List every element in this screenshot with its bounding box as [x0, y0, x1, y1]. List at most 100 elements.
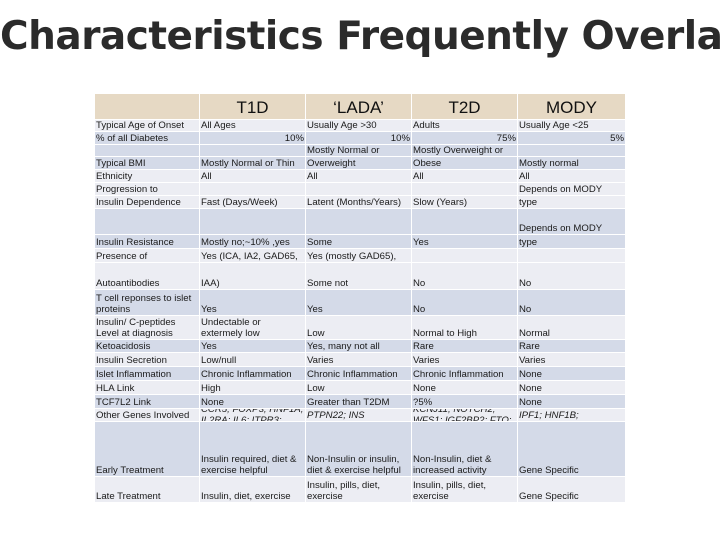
cell-mody: Usually Age <25 [518, 120, 625, 132]
cell-t2d: Insulin, pills, diet, exercise [412, 477, 518, 503]
cell-mody: No [518, 290, 625, 316]
cell-mody: Depends on MODY [518, 209, 625, 235]
cell-t2d: Yes [412, 235, 518, 249]
comparison-table: T1D ‘LADA’ T2D MODY Typical Age of Onset All … [95, 94, 625, 533]
cell-mody: All [518, 170, 625, 183]
cell-t1d [200, 145, 306, 157]
cell-row-label: TCF7L2 Link [95, 395, 200, 409]
cell-lada: Greater than T2DM [306, 395, 412, 409]
cell-lada: Mostly Normal or [306, 145, 412, 157]
cell-t2d: Non-Insulin, diet & increased activity [412, 422, 518, 477]
cell-t1d: Undectable or extermely low [200, 316, 306, 340]
cell-t1d: Low/null [200, 353, 306, 367]
cell-mody: Depends on MODY [518, 183, 625, 196]
cell-row-label: Islet Inflammation [95, 367, 200, 381]
cell-mody: No [518, 263, 625, 290]
cell-row-label: Insulin Dependence [95, 196, 200, 209]
cell-row-label: Ethnicity [95, 170, 200, 183]
cell-t2d: Chronic Inflammation [412, 367, 518, 381]
slide-title: Characteristics Frequently Overlap [0, 14, 720, 59]
cell-lada: Usually Age >30 [306, 120, 412, 132]
cell-t1d: PTPN22; INS; CTLA4; CCR5; FOXP3; HNF1A; … [200, 409, 306, 422]
cell-row-label: Late Treatment [95, 477, 200, 503]
cell-row-label: Presence of [95, 249, 200, 263]
cell-lada: All [306, 170, 412, 183]
cell-mody: Gene Specific [518, 422, 625, 477]
cell-row-label: Insulin/ C-peptides Level at diagnosis [95, 316, 200, 340]
header-row-label [95, 94, 200, 120]
cell-row-label: Progression to [95, 183, 200, 196]
cell-lada: Overweight [306, 157, 412, 170]
cell-mody [518, 249, 625, 263]
cell-row-label: T cell reponses to islet proteins [95, 290, 200, 316]
cell-lada: Some not [306, 263, 412, 290]
cell-t1d: Mostly Normal or Thin [200, 157, 306, 170]
cell-row-label: Early Treatment [95, 422, 200, 477]
cell-lada: Yes, many not all [306, 340, 412, 353]
cell-t2d: Rare [412, 340, 518, 353]
cell-mody: Gene Specific [518, 477, 625, 503]
cell-t1d: Fast (Days/Week) [200, 196, 306, 209]
header-t1d: T1D [200, 94, 306, 120]
cell-t2d: ?5% [412, 395, 518, 409]
cell-row-label [95, 145, 200, 157]
cell-mody: Varies [518, 353, 625, 367]
cell-row-label: Other Genes Involved [95, 409, 200, 422]
cell-t1d: Insulin required, diet & exercise helpfu… [200, 422, 306, 477]
cell-t2d: All [412, 170, 518, 183]
cell-mody: HNF4A; GCK; HNF1A; IPF1; HNF1B; NEUROD1 [518, 409, 625, 422]
cell-t1d [200, 209, 306, 235]
cell-t1d: Yes [200, 340, 306, 353]
cell-row-label: Typical BMI [95, 157, 200, 170]
cell-t2d: Slow (Years) [412, 196, 518, 209]
cell-lada [306, 183, 412, 196]
cell-t2d: 75% [412, 132, 518, 145]
cell-lada: Insulin, pills, diet, exercise [306, 477, 412, 503]
cell-t2d: No [412, 290, 518, 316]
header-t2d: T2D [412, 94, 518, 120]
cell-t2d: Obese [412, 157, 518, 170]
cell-t1d: Chronic Inflammation [200, 367, 306, 381]
cell-t1d: Insulin, diet, exercise [200, 477, 306, 503]
cell-lada: Non-Insulin or insulin, diet & exercise … [306, 422, 412, 477]
cell-lada: Low [306, 316, 412, 340]
cell-mody: Mostly normal [518, 157, 625, 170]
cell-t1d: None [200, 395, 306, 409]
cell-t2d [412, 183, 518, 196]
header-mody: MODY [518, 94, 625, 120]
cell-lada: Some [306, 235, 412, 249]
cell-mody: Rare [518, 340, 625, 353]
cell-t2d: Normal to High [412, 316, 518, 340]
cell-t2d: None [412, 381, 518, 395]
cell-t1d: Yes (ICA, IA2, GAD65, [200, 249, 306, 263]
cell-mody: None [518, 395, 625, 409]
cell-t2d: Mostly Overweight or [412, 145, 518, 157]
cell-lada: Yes (mostly GAD65), [306, 249, 412, 263]
cell-t2d [412, 249, 518, 263]
cell-row-label [95, 209, 200, 235]
cell-t1d: 10% [200, 132, 306, 145]
cell-t1d: Mostly no;~10% ,yes [200, 235, 306, 249]
cell-mody [518, 145, 625, 157]
cell-t1d: All [200, 170, 306, 183]
cell-lada: Varies [306, 353, 412, 367]
header-lada: ‘LADA’ [306, 94, 412, 120]
cell-t2d: PPARG; JAZF1; KCNJ11; NOTCH2; WFS1; IGF2… [412, 409, 518, 422]
cell-mody: type [518, 235, 625, 249]
cell-row-label: % of all Diabetes [95, 132, 200, 145]
cell-row-label: Ketoacidosis [95, 340, 200, 353]
cell-mody: None [518, 381, 625, 395]
cell-lada: Low [306, 381, 412, 395]
cell-row-label: Typical Age of Onset [95, 120, 200, 132]
cell-t1d: Yes [200, 290, 306, 316]
cell-row-label: Insulin Secretion [95, 353, 200, 367]
cell-mody: type [518, 196, 625, 209]
cell-row-label: HLA Link [95, 381, 200, 395]
cell-lada [306, 209, 412, 235]
cell-t2d: No [412, 263, 518, 290]
cell-mody: 5% [518, 132, 625, 145]
cell-row-label: Insulin Resistance [95, 235, 200, 249]
cell-lada: PTPN22; INS [306, 409, 412, 422]
cell-mody: Normal [518, 316, 625, 340]
cell-mody: None [518, 367, 625, 381]
